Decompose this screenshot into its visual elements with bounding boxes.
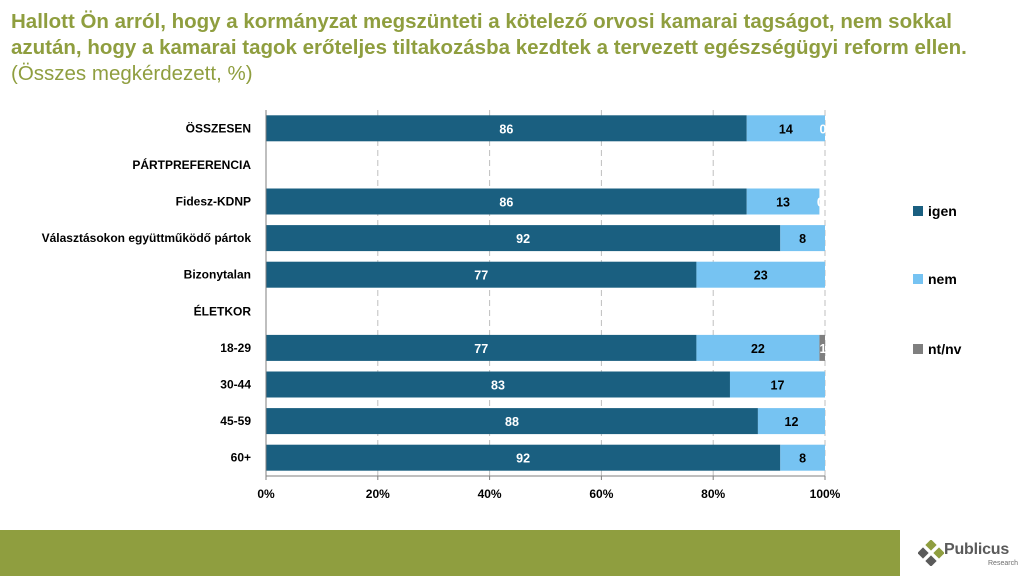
data-label: 0 (820, 122, 827, 136)
category-label: 30-44 (220, 378, 251, 392)
category-label: 60+ (231, 451, 251, 465)
category-label: Bizonytalan (184, 268, 251, 282)
bar-nem (696, 261, 825, 288)
data-label: 8 (799, 232, 806, 246)
data-label: 86 (499, 196, 513, 210)
data-label: 92 (516, 452, 530, 466)
x-tick-label: 40% (478, 487, 502, 501)
stacked-bar-chart: ÖSSZESEN 86 14 0 PÁRTPREFERENCIA Fidesz-KDNP 8… (42, 110, 962, 501)
data-label: 77 (474, 269, 488, 283)
bar-ntnv (819, 334, 825, 361)
data-label: 0 (817, 196, 824, 210)
bar-igen (266, 334, 697, 361)
bar-nem (780, 225, 825, 252)
bar-nem (757, 408, 825, 435)
bar-igen (266, 408, 758, 435)
category-label: ÉLETKOR (194, 303, 252, 318)
chart-title: Hallott Ön arról, hogy a kormányzat megs… (11, 9, 1011, 87)
category-label: 18-29 (220, 341, 251, 355)
bar-nem (780, 444, 825, 471)
bar-igen (266, 188, 747, 215)
logo-tagline: Research (988, 560, 1018, 567)
bar-igen (266, 115, 747, 142)
bar-nem (729, 371, 825, 398)
category-label: PÁRTPREFERENCIA (132, 157, 251, 172)
publicus-logo: Publicus Research (916, 536, 1024, 576)
data-label: 1 (820, 342, 827, 356)
data-label: 86 (499, 122, 513, 136)
x-tick-label: 0% (257, 487, 275, 501)
logo-name: Publicus (944, 541, 1010, 558)
data-label: 88 (505, 415, 519, 429)
title-main: Hallott Ön arról, hogy a kormányzat megs… (11, 10, 967, 59)
x-tick-label: 20% (366, 487, 390, 501)
bar-igen (266, 225, 781, 252)
bar-nem (696, 334, 820, 361)
legend-label: nem (928, 271, 957, 287)
data-label: 8 (799, 452, 806, 466)
publicus-logo-icon (918, 540, 944, 566)
data-label: 12 (785, 415, 799, 429)
x-tick-label: 80% (701, 487, 725, 501)
data-label: 77 (474, 342, 488, 356)
bar-igen (266, 371, 730, 398)
category-label: ÖSSZESEN (186, 120, 251, 135)
category-label: 45-59 (220, 414, 251, 428)
bar-igen (266, 444, 781, 471)
legend-swatch (913, 206, 923, 216)
legend-swatch (913, 344, 923, 354)
data-label: 23 (754, 269, 768, 283)
legend-label: igen (928, 203, 957, 219)
bar-nem (746, 115, 825, 142)
category-label: Fidesz-KDNP (176, 195, 251, 209)
data-label: 22 (751, 342, 765, 356)
data-label: 17 (771, 379, 785, 393)
x-tick-label: 100% (810, 487, 841, 501)
x-tick-label: 60% (589, 487, 613, 501)
title-subtitle: (Összes megkérdezett, %) (11, 62, 253, 85)
data-label: 92 (516, 232, 530, 246)
bar-igen (266, 261, 697, 288)
legend-label: nt/nv (928, 341, 962, 357)
footer-bar (0, 530, 900, 576)
data-label: 83 (491, 379, 505, 393)
bar-nem (746, 188, 820, 215)
category-label: Választásokon együttműködő pártok (42, 231, 252, 245)
data-label: 14 (779, 122, 793, 136)
data-label: 13 (776, 196, 790, 210)
legend-swatch (913, 274, 923, 284)
